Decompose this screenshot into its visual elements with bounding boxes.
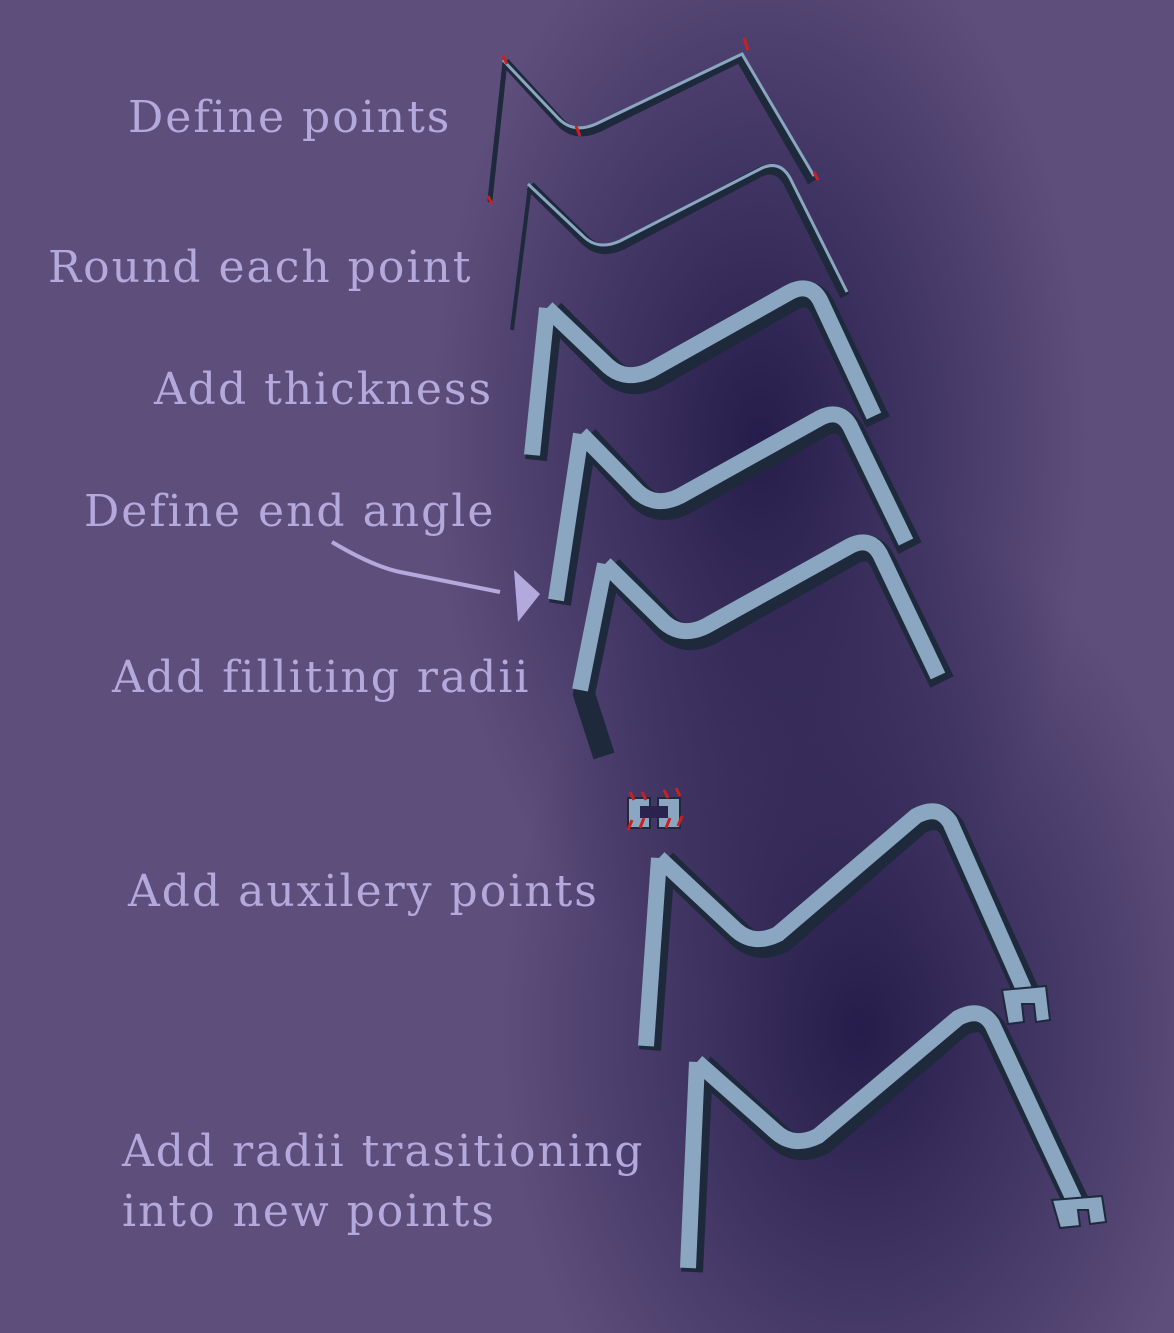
label-add-filleting-radii: Add filliting radii (112, 652, 531, 703)
label-add-auxiliary-points: Add auxilery points (128, 866, 599, 917)
point-marker (742, 37, 750, 51)
label-define-end-angle: Define end angle (84, 486, 496, 537)
point-marker (812, 171, 820, 181)
label-define-points: Define points (128, 92, 452, 143)
point-marker (486, 195, 494, 205)
point-marker (626, 819, 634, 831)
wire-step-define-end-angle (548, 406, 922, 606)
point-marker (664, 817, 672, 829)
point-markers (486, 37, 820, 205)
point-marker (674, 787, 682, 797)
point-marker (628, 791, 636, 801)
label-add-radii-line2: into new points (122, 1186, 496, 1237)
point-marker (638, 817, 646, 829)
wire-step-add-auxiliary-points (638, 803, 1052, 1051)
wire-step-define-points (486, 37, 820, 205)
wire-step-add-radii-transitioning (680, 1005, 1108, 1273)
end-angle-arrow (330, 540, 540, 622)
wire-step-add-thickness (524, 280, 890, 462)
label-add-thickness: Add thickness (154, 364, 494, 415)
point-marker (574, 125, 582, 137)
point-marker (501, 55, 509, 65)
wire-step-round-each-point (510, 164, 850, 331)
label-round-each-point: Round each point (48, 242, 473, 293)
label-add-radii-line1: Add radii trasitioning (122, 1126, 645, 1177)
point-marker (640, 791, 648, 801)
point-marker (662, 789, 670, 799)
arrow-head-icon (514, 570, 540, 622)
auxiliary-points-detail (626, 787, 684, 831)
wire-step-add-filleting-radii (572, 534, 954, 760)
point-marker (676, 815, 684, 827)
